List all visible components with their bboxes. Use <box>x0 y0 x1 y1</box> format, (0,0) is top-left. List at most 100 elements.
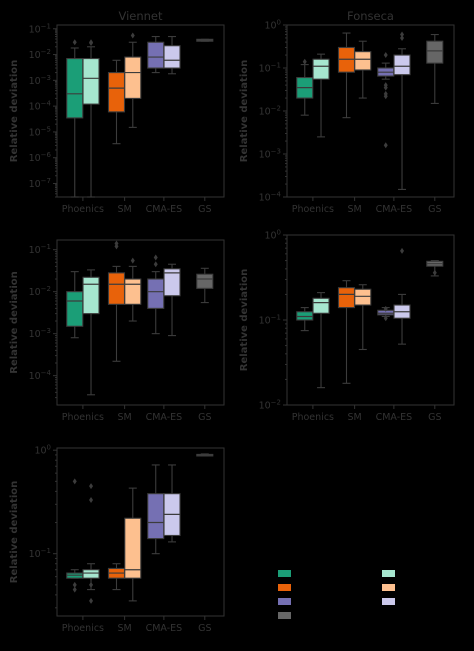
y-tick-label: 100 <box>264 229 281 242</box>
panel-5: Relative deviation 10−1 100 Phoenics SM CMA-E… <box>9 444 225 634</box>
y-tick-label: 10−3 <box>29 327 51 340</box>
box-sm-a <box>337 32 356 119</box>
box-body <box>124 278 142 305</box>
y-tick-label: 10−4 <box>29 369 52 382</box>
y-tick-label: 10−1 <box>259 314 281 327</box>
box-cma-es-b <box>393 31 411 190</box>
box-body <box>147 41 165 69</box>
legend-swatch-gs <box>278 612 291 619</box>
outlier-point <box>153 254 158 261</box>
box-phoenics-a <box>66 478 84 593</box>
y-axis-label: Relative deviation <box>9 271 20 373</box>
box-phoenics-b <box>82 483 100 604</box>
panels: Viennet Relative deviation 10−7 10−6 10−5 10−… <box>9 9 455 634</box>
outlier-point <box>302 58 307 65</box>
box-cma-es-a <box>147 464 165 555</box>
panel-4: Relative deviation 10−2 10−1 100 Phoenics SM C… <box>239 229 455 423</box>
y-axis-label: Relative deviation <box>9 60 20 162</box>
outlier-point <box>114 243 119 250</box>
y-tick-label: 10−3 <box>29 74 51 87</box>
outlier-point <box>89 581 94 588</box>
box-cma-es-a <box>147 254 165 335</box>
box-gs-a <box>426 33 444 104</box>
x-tick-label: GS <box>428 204 441 215</box>
box-phoenics-b <box>82 39 100 198</box>
panel-3: Relative deviation 10−4 10−3 10−2 10−1 Phoeni… <box>9 239 225 423</box>
box-sm-b <box>354 40 372 99</box>
outlier-point <box>153 261 158 268</box>
box-body <box>163 268 181 297</box>
panel-title: Fonseca <box>347 9 394 23</box>
y-axis-label: Relative deviation <box>9 481 20 583</box>
axes-frame <box>56 24 225 198</box>
outlier-point <box>383 305 388 312</box>
box-phoenics-b <box>312 53 330 138</box>
panel-title: Viennet <box>118 9 163 23</box>
box-body <box>124 56 142 99</box>
outlier-point <box>400 31 405 38</box>
y-tick-label: 10−2 <box>259 105 281 118</box>
box-gs-a <box>196 38 214 42</box>
box-cma-es-a <box>377 305 395 322</box>
x-tick-label: CMA-ES <box>146 204 183 215</box>
box-body <box>147 493 165 540</box>
box-body <box>296 311 314 321</box>
box-body <box>82 276 100 315</box>
box-body <box>354 51 372 71</box>
legend-swatch-cma-es_b <box>382 598 395 605</box>
y-tick-label: 10−4 <box>259 191 282 204</box>
y-tick-label: 100 <box>34 444 51 457</box>
outlier-point <box>89 39 94 46</box>
box-sm-b <box>124 487 142 602</box>
outlier-point <box>72 39 77 46</box>
box-cma-es-a <box>147 35 165 74</box>
box-cma-es-b <box>163 35 181 75</box>
panel-2: Fonseca Relative deviation 10−4 10−3 10−2 10−… <box>239 9 455 215</box>
x-tick-label: SM <box>118 204 132 215</box>
x-tick-label: Phoenics <box>62 204 104 215</box>
y-tick-label: 10−6 <box>29 151 52 164</box>
box-body <box>312 58 330 80</box>
outlier-point <box>72 586 77 593</box>
box-body <box>354 288 372 306</box>
y-tick-label: 10−1 <box>29 243 51 256</box>
x-tick-label: GS <box>198 412 211 423</box>
box-cma-es-a <box>377 52 395 149</box>
outlier-point <box>72 478 77 485</box>
y-tick-label: 10−3 <box>259 148 281 161</box>
y-tick-label: 10−1 <box>259 62 281 75</box>
x-tick-label: Phoenics <box>62 623 104 634</box>
outlier-point <box>130 32 135 39</box>
outlier-point <box>89 597 94 604</box>
y-tick-label: 10−1 <box>29 547 51 560</box>
axes-frame <box>56 447 225 617</box>
y-tick-label: 10−1 <box>29 22 51 35</box>
outlier-point <box>130 257 135 264</box>
x-tick-label: GS <box>428 412 441 423</box>
y-tick-label: 10−4 <box>29 100 52 113</box>
box-phoenics-b <box>312 292 330 389</box>
y-axis-label: Relative deviation <box>239 60 250 162</box>
box-phoenics-a <box>296 307 314 332</box>
outlier-point <box>89 497 94 504</box>
y-tick-label: 10−7 <box>29 177 51 190</box>
box-body <box>124 517 142 579</box>
box-body <box>82 58 100 105</box>
box-gs-a <box>196 267 214 304</box>
x-tick-label: Phoenics <box>62 412 104 423</box>
box-body <box>393 54 411 76</box>
box-body <box>163 45 181 69</box>
legend-swatch-phoenics_a <box>278 570 291 577</box>
outlier-point <box>383 52 388 59</box>
y-tick-label: 10−2 <box>29 48 51 61</box>
box-sm-b <box>354 284 372 351</box>
outlier-point <box>383 82 388 89</box>
outlier-point <box>89 483 94 490</box>
x-tick-label: Phoenics <box>292 412 334 423</box>
panel-1: Viennet Relative deviation 10−7 10−6 10−5 10−… <box>9 9 225 215</box>
legend-swatch-phoenics_b <box>382 570 395 577</box>
outlier-point <box>383 315 388 322</box>
y-tick-label: 10−2 <box>29 285 51 298</box>
x-tick-label: GS <box>198 204 211 215</box>
